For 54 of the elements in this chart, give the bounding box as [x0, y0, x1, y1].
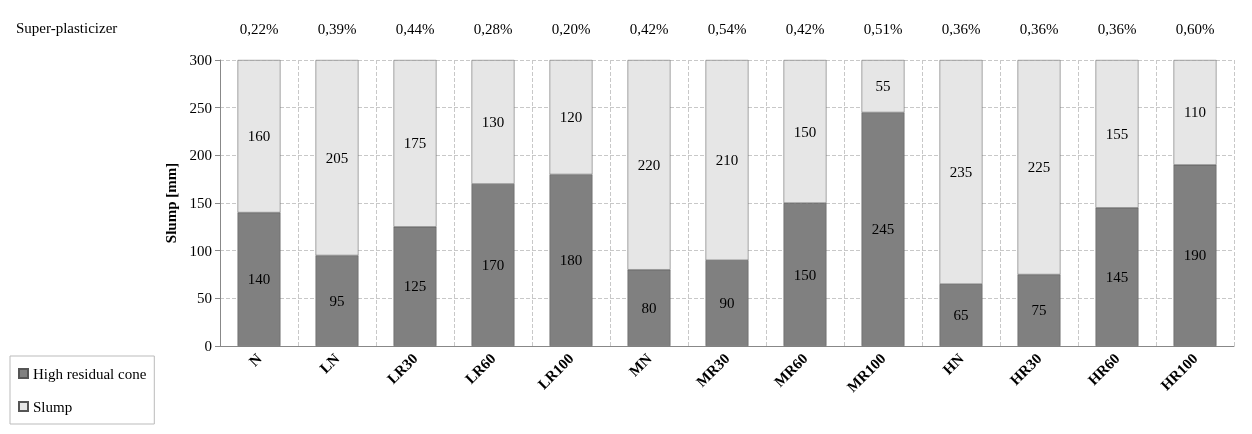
y-tick-label: 300 — [189, 52, 212, 68]
x-tick-label: HN — [939, 350, 967, 378]
x-tick-label: N — [245, 350, 265, 370]
text: 0,42% — [629, 21, 669, 37]
text: 0,36% — [1019, 21, 1059, 37]
data-label: 175 — [403, 135, 427, 152]
data-label: 80 — [641, 299, 657, 316]
text: Super-plasticizer — [16, 19, 118, 36]
y-tick-label: 200 — [189, 147, 212, 164]
y-tick-label: 250 — [189, 99, 212, 116]
data-label: 150 — [793, 123, 817, 140]
y-axis-title: Slump [mm] — [162, 162, 179, 244]
data-label: 65 — [953, 307, 969, 324]
data-label: 220 — [637, 156, 661, 173]
text: 0,20% — [551, 21, 591, 37]
data-label: 75 — [1031, 302, 1047, 319]
data-label: 110 — [1184, 104, 1206, 121]
data-label: 150 — [793, 266, 817, 283]
text: 0,22% — [239, 21, 279, 37]
y-tick-label: 0 — [204, 338, 212, 354]
data-label: 225 — [1027, 159, 1051, 176]
y-tick-label: 150 — [189, 195, 212, 211]
data-label: 140 — [247, 271, 271, 288]
legend-label: High residual cone — [33, 365, 147, 382]
data-label: 160 — [247, 128, 271, 145]
data-label: 245 — [871, 221, 895, 238]
data-label: 190 — [1183, 247, 1207, 264]
data-label: 55 — [875, 78, 891, 95]
data-label: 120 — [559, 109, 583, 126]
x-tick-label: LN — [316, 350, 343, 377]
y-tick-label: 100 — [189, 242, 212, 259]
data-label: 170 — [481, 256, 505, 273]
data-label: 130 — [481, 113, 505, 130]
data-label: 205 — [325, 149, 349, 166]
text: 0,60% — [1175, 21, 1215, 37]
text: 0,39% — [317, 21, 357, 37]
text: 0,54% — [707, 21, 747, 37]
text: 0,51% — [863, 21, 903, 37]
data-label: 145 — [1105, 268, 1129, 285]
text: 0,42% — [785, 21, 825, 37]
data-label: 235 — [949, 164, 973, 181]
text: 0,36% — [941, 21, 981, 37]
data-label: 90 — [719, 295, 735, 312]
y-tick-label: 50 — [197, 290, 212, 307]
data-label: 155 — [1105, 125, 1129, 142]
data-label: 210 — [715, 152, 739, 169]
text: 0,44% — [395, 21, 435, 37]
x-tick-label: MN — [625, 350, 655, 380]
data-label: 125 — [403, 278, 427, 295]
text: 0,28% — [473, 21, 513, 37]
text: 0,36% — [1097, 21, 1137, 37]
legend-label: Slump — [33, 398, 73, 415]
data-label: 95 — [329, 292, 345, 309]
data-label: 180 — [559, 252, 583, 269]
